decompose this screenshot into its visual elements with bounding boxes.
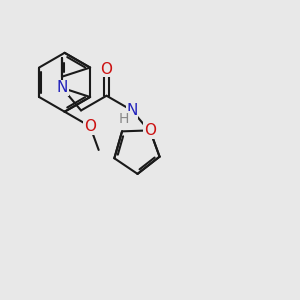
Text: H: H	[118, 112, 129, 126]
Text: N: N	[126, 103, 138, 118]
Text: N: N	[56, 80, 68, 95]
Text: O: O	[84, 119, 96, 134]
Text: O: O	[100, 62, 112, 77]
Text: O: O	[144, 123, 156, 138]
